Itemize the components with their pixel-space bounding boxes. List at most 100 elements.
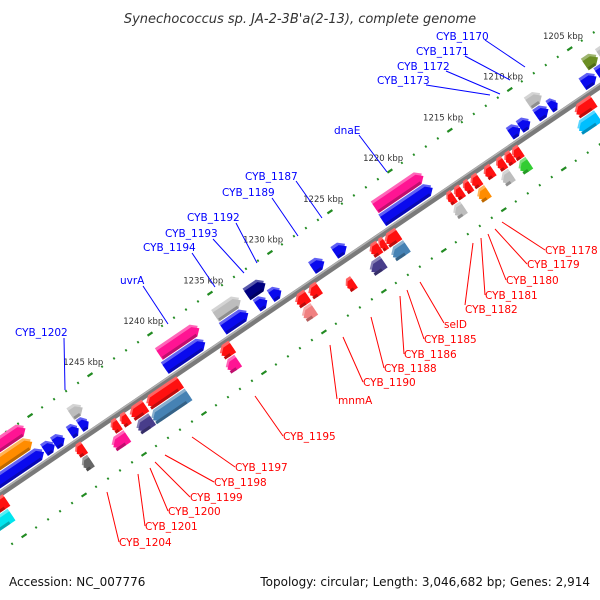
reverse-gene[interactable] — [79, 454, 95, 472]
reverse-gene[interactable] — [127, 399, 150, 422]
gene-label[interactable]: CYB_1190 — [363, 377, 416, 389]
forward-gene[interactable] — [532, 102, 551, 122]
reverse-gene[interactable] — [367, 255, 388, 277]
reverse-gene[interactable] — [381, 227, 403, 249]
reverse-gene[interactable] — [574, 110, 600, 135]
reverse-gene[interactable] — [217, 340, 237, 360]
gene-label[interactable]: CYB_1197 — [235, 462, 288, 474]
forward-gene[interactable] — [211, 293, 244, 322]
gene-body — [156, 327, 200, 360]
forward-gene[interactable] — [154, 321, 203, 360]
forward-gene[interactable] — [593, 59, 600, 80]
forward-gene[interactable] — [218, 306, 252, 335]
gene-label[interactable]: selD — [444, 319, 467, 331]
gene-label[interactable]: CYB_1185 — [424, 334, 477, 346]
gene-label[interactable]: CYB_1193 — [165, 228, 218, 240]
forward-gene[interactable] — [66, 401, 85, 420]
gene-label[interactable]: CYB_1170 — [436, 31, 489, 43]
gene-label[interactable]: CYB_1173 — [377, 75, 430, 87]
gene-label[interactable]: mnmA — [338, 395, 373, 407]
minor-tick — [298, 346, 302, 350]
gene-label[interactable]: CYB_1186 — [404, 349, 457, 361]
gene-label[interactable]: CYB_1180 — [506, 275, 559, 287]
forward-gene[interactable] — [266, 284, 285, 302]
forward-gene[interactable] — [242, 276, 269, 301]
reverse-gene[interactable] — [474, 185, 492, 203]
reverse-gene[interactable] — [481, 163, 497, 181]
tick-marks — [4, 31, 600, 546]
gene-label[interactable]: CYB_1182 — [465, 304, 518, 316]
reverse-gene[interactable] — [117, 411, 132, 428]
reverse-gene[interactable] — [109, 430, 132, 452]
forward-gene[interactable] — [330, 239, 349, 259]
reverse-gene[interactable] — [460, 178, 475, 195]
gene-label[interactable]: uvrA — [120, 275, 145, 287]
forward-gene[interactable] — [0, 445, 47, 508]
forward-gene[interactable] — [75, 415, 92, 432]
forward-gene[interactable] — [515, 114, 534, 133]
gene-label[interactable]: CYB_1172 — [397, 61, 450, 73]
gene-label[interactable]: CYB_1188 — [384, 363, 437, 375]
forward-gene[interactable] — [0, 421, 29, 483]
reverse-gene[interactable] — [133, 413, 157, 435]
forward-gene[interactable] — [65, 421, 82, 439]
reverse-gene[interactable] — [292, 289, 312, 309]
reverse-gene[interactable] — [148, 388, 193, 425]
forward-gene[interactable] — [578, 70, 599, 91]
reverse-gene[interactable] — [509, 144, 525, 162]
gene-label[interactable]: CYB_1195 — [283, 431, 336, 443]
reverse-gene[interactable] — [0, 494, 11, 524]
reverse-gene[interactable] — [451, 184, 467, 201]
gene-label[interactable]: CYB_1204 — [119, 537, 172, 549]
gene-label[interactable]: CYB_1192 — [187, 212, 240, 224]
gene-label[interactable]: CYB_1200 — [168, 506, 221, 518]
reverse-gene[interactable] — [0, 508, 16, 536]
reverse-gene[interactable] — [223, 354, 243, 374]
forward-gene[interactable] — [545, 96, 560, 113]
gene-label[interactable]: CYB_1198 — [214, 477, 267, 489]
gene-body — [392, 242, 411, 259]
gene-body — [472, 175, 484, 188]
reverse-gene[interactable] — [450, 201, 468, 220]
gene-body — [379, 239, 390, 251]
forward-gene[interactable] — [370, 169, 427, 214]
forward-gene[interactable] — [580, 50, 600, 71]
gene-label[interactable]: dnaE — [334, 125, 360, 137]
forward-gene[interactable] — [40, 438, 58, 456]
forward-gene[interactable] — [505, 121, 524, 140]
reverse-gene[interactable] — [572, 95, 598, 119]
gene-label[interactable]: CYB_1201 — [145, 521, 198, 533]
reverse-gene[interactable] — [72, 441, 89, 458]
forward-gene[interactable] — [308, 254, 327, 274]
reverse-gene[interactable] — [388, 240, 411, 262]
gene-label[interactable]: CYB_1199 — [190, 492, 243, 504]
reverse-gene[interactable] — [493, 155, 509, 173]
gene-label[interactable]: CYB_1181 — [485, 290, 538, 302]
gene-label[interactable]: CYB_1178 — [545, 245, 598, 257]
forward-gene[interactable] — [523, 89, 545, 110]
gene-label[interactable]: CYB_1179 — [527, 259, 580, 271]
reverse-gene[interactable] — [498, 168, 516, 187]
reverse-gene[interactable] — [366, 240, 384, 259]
gene-label[interactable]: CYB_1187 — [245, 171, 298, 183]
forward-gene[interactable] — [0, 435, 35, 495]
forward-gene[interactable] — [252, 293, 271, 312]
forward-gene[interactable] — [49, 431, 68, 450]
reverse-gene[interactable] — [305, 281, 324, 300]
forward-gene[interactable] — [160, 335, 209, 374]
gene-label[interactable]: CYB_1202 — [15, 327, 68, 339]
reverse-gene[interactable] — [108, 417, 123, 435]
gene-label[interactable]: CYB_1171 — [416, 46, 469, 58]
reverse-gene[interactable] — [515, 156, 534, 175]
reverse-gene[interactable] — [376, 236, 390, 253]
gene-label[interactable]: CYB_1194 — [143, 242, 196, 254]
reverse-gene[interactable] — [443, 190, 458, 206]
reverse-gene[interactable] — [343, 276, 358, 293]
major-tick — [140, 451, 148, 457]
gene-label[interactable]: CYB_1189 — [222, 187, 275, 199]
reverse-gene[interactable] — [467, 172, 484, 190]
reverse-gene[interactable] — [501, 150, 517, 167]
forward-gene[interactable] — [378, 181, 435, 227]
reverse-gene[interactable] — [143, 376, 185, 410]
reverse-gene[interactable] — [299, 303, 319, 322]
